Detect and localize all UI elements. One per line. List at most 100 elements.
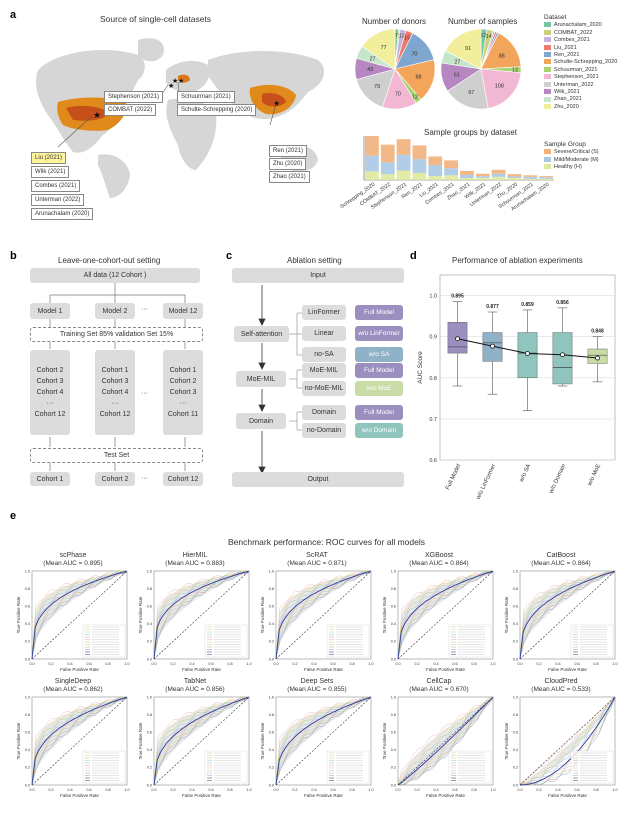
x-tick-label: 0.6: [208, 788, 213, 792]
x-category-label: w/o Domain: [548, 463, 567, 495]
tag-wo-moe: w/o MoE: [355, 381, 403, 396]
legend-swatch: [544, 89, 551, 95]
roc-chance-line: [519, 696, 616, 786]
roc-chart: 0.00.0 0.2 0.2 0.4 0.4 0.6 0.6 0.8 0.8 1.0 1.0 Fals…: [260, 695, 374, 798]
legend-label: Zhu_2020: [554, 103, 579, 110]
roc-chart: 0.00.0 0.2 0.2 0.4 0.4 0.6 0.6 0.8 0.8 1.0 1.0 Fals…: [504, 569, 618, 672]
x-tick-label: 0.6: [330, 662, 335, 666]
roc-fold-curve: [519, 570, 615, 660]
y-axis-label: True Positive Rate: [382, 722, 387, 759]
legend-label: Unterman_2022: [554, 81, 594, 88]
bar-segment: [428, 165, 443, 177]
y-tick-label: 0.0: [269, 657, 274, 661]
legend-item: Ren_2021: [544, 52, 629, 59]
bar-segment: [444, 168, 458, 176]
x-axis-label: False Positive Rate: [304, 793, 343, 798]
roc-fold-curve: [275, 570, 372, 658]
cohort-item: Cohort 2: [169, 378, 197, 385]
roc-model-name: Deep Sets: [300, 678, 334, 685]
pie-slice-label: 97: [468, 90, 474, 96]
y-tick-label: 0.8: [429, 376, 437, 382]
roc-mean-curve: [31, 696, 128, 786]
x-tick-label: 0.4: [433, 662, 438, 666]
model-12-box: Model 12: [163, 303, 203, 319]
bar-segment: [523, 175, 538, 177]
roc-fold-curve: [519, 572, 616, 658]
x-axis-label: False Positive Rate: [304, 667, 343, 672]
pie-slice-label: 14: [486, 34, 492, 40]
roc-fold-curve: [153, 698, 250, 784]
x-tick-label: 0.6: [452, 788, 457, 792]
bar-segment: [460, 178, 474, 180]
tag-full-model: Full Model: [355, 305, 403, 320]
x-tick-label: 0.8: [349, 662, 354, 666]
y-tick-label: 0.6: [391, 605, 396, 609]
x-tick-label: 0.4: [555, 788, 560, 792]
roc-confidence-band: [32, 571, 127, 659]
roc-fold-curve: [397, 696, 494, 786]
group-legend-title: Sample Group: [544, 141, 586, 148]
roc-chance-line: [397, 570, 494, 660]
x-tick-label: 1.0: [612, 788, 617, 792]
option-no-domain: no-Domain: [302, 423, 346, 438]
x-tick-label: 0.8: [471, 788, 476, 792]
roc-fold-curve: [153, 697, 250, 785]
y-tick-label: 1.0: [391, 695, 396, 699]
roc-confidence-band: [154, 697, 249, 785]
roc-legend-box: [204, 750, 248, 784]
panel-label-e: e: [10, 510, 17, 522]
bar-segment: [412, 145, 427, 160]
bar-segment: [491, 173, 506, 177]
y-tick-label: 0.0: [513, 783, 518, 787]
cohort-item: Cohort 4: [101, 389, 129, 396]
bar-segment: [396, 139, 411, 155]
roc-mean-curve: [275, 696, 372, 786]
x-axis-label: False Positive Rate: [548, 793, 587, 798]
legend-item: Healthy (H): [544, 164, 629, 171]
bar-segment: [380, 174, 395, 180]
y-tick-label: 0.8: [25, 587, 30, 591]
roc-mean-auc: (Mean AUC = 0.856): [165, 686, 225, 693]
roc-fold-curve: [519, 697, 616, 786]
x-tick-label: 0.2: [536, 788, 541, 792]
bar-segment: [523, 176, 538, 179]
legend-label: Wilk_2021: [554, 89, 580, 96]
pie-slice: [480, 32, 522, 70]
legend-item: Arunachalam_2020: [544, 22, 629, 29]
y-tick-label: 1.0: [25, 569, 30, 573]
bar-segment: [507, 176, 522, 179]
star-icon: ★: [168, 82, 174, 90]
roc-fold-curve: [153, 570, 250, 658]
mean-marker: [595, 355, 600, 361]
bar-segment: [475, 177, 490, 180]
bar-segment: [475, 176, 490, 178]
roc-confidence-band: [154, 571, 249, 659]
roc-mean-curve: [519, 696, 616, 786]
ellipsis: ···: [141, 390, 148, 397]
legend-item: Mild/Moderate (M): [544, 157, 629, 164]
roc-fold-curve: [275, 570, 371, 660]
x-tick-label: 0.6: [86, 662, 91, 666]
x-tick-label: 0.0: [151, 788, 156, 792]
roc-confidence-band: [276, 697, 371, 785]
x-axis-label: False Positive Rate: [60, 667, 99, 672]
bar-segment: [428, 176, 443, 180]
x-tick-label: 0.0: [517, 662, 522, 666]
roc-chance-line: [275, 570, 372, 660]
box: [552, 332, 573, 385]
x-axis-label: False Positive Rate: [182, 667, 221, 672]
mean-value-label: 0.856: [556, 300, 569, 306]
x-axis-label: False Positive Rate: [182, 793, 221, 798]
x-tick-label: 0.2: [414, 662, 419, 666]
train-val-split: Training Set 85% validation Set 15%: [30, 327, 203, 342]
roc-fold-curve: [31, 570, 128, 658]
bar-segment: [507, 178, 522, 180]
star-icon: ★: [93, 110, 101, 120]
roc-fold-curve: [31, 698, 128, 784]
y-tick-label: 0.8: [391, 713, 396, 717]
test-cohort-1: Cohort 1: [30, 472, 70, 486]
roc-fold-curve: [275, 570, 371, 660]
roc-legend-box: [570, 750, 614, 784]
x-tick-label: 0.6: [330, 788, 335, 792]
roc-panel: ScRAT (Mean AUC = 0.871) 0.0 0.0 0.2 0.2 0.4 0.…: [258, 552, 376, 674]
